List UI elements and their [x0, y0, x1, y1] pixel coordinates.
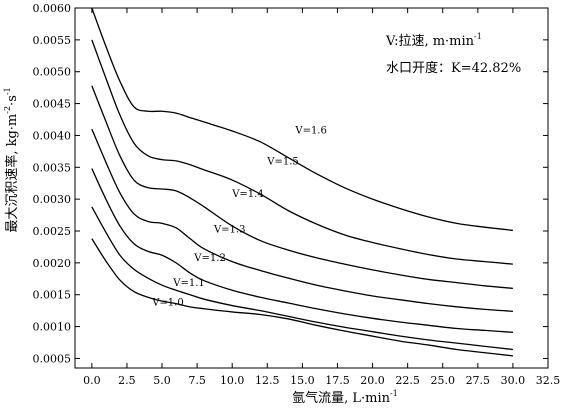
x-tick-label: 15.0	[290, 374, 315, 387]
x-tick-label: 7.5	[188, 374, 206, 387]
x-tick-label: 10.0	[220, 374, 245, 387]
series-labels: V=1.6 V=1.5 V=1.4 V=1.3 V=1.2 V=1.1 V=1.0	[151, 126, 327, 309]
x-tick-label: 32.5	[536, 374, 561, 387]
x-tick-label: 25.0	[430, 374, 455, 387]
ticks	[75, 7, 549, 368]
series-label-v15: V=1.5	[266, 157, 299, 168]
series-label-v14: V=1.4	[231, 189, 264, 200]
x-tick-label: 0.0	[83, 374, 101, 387]
y-tick-label: 0.0020	[33, 257, 72, 270]
series-label-v11: V=1.1	[172, 278, 205, 289]
series-line-v11	[91, 206, 513, 351]
series-label-v12: V=1.2	[193, 253, 226, 264]
series-line-v10	[91, 238, 513, 357]
series-label-v16: V=1.6	[294, 126, 327, 137]
y-tick-label: 0.0010	[33, 321, 72, 334]
series-line-v15	[91, 39, 513, 265]
x-tick-label: 12.5	[255, 374, 280, 387]
series-label-v13: V=1.3	[213, 224, 246, 235]
plot-frame	[74, 7, 549, 369]
x-tick-label: 22.5	[395, 374, 420, 387]
series-label-v10: V=1.0	[151, 298, 184, 309]
x-axis-label: 氩气流量, L·min-1	[292, 389, 398, 406]
y-tick-label: 0.0050	[33, 66, 72, 79]
x-tick-label: 20.0	[360, 374, 385, 387]
x-tick-label: 27.5	[466, 374, 491, 387]
y-tick-label: 0.0015	[33, 289, 72, 302]
y-tick-label: 0.0035	[33, 161, 72, 174]
y-axis-label: 最大沉积速率, kg·m-2·s-1	[3, 87, 20, 232]
y-tick-label: 0.0005	[33, 352, 72, 365]
x-tick-label: 2.5	[118, 374, 136, 387]
y-tick-label: 0.0045	[33, 98, 72, 111]
y-tick-label: 0.0025	[33, 225, 72, 238]
series-line-v14	[91, 85, 513, 289]
series-lines	[91, 7, 513, 357]
x-tick-label: 5.0	[153, 374, 171, 387]
series-line-v12	[91, 168, 513, 333]
annotation-nozzle-opening: 水口开度：K=42.82%	[386, 60, 521, 76]
tick-labels: 0.0 2.5 5.0 7.5 10.0 12.5 15.0 17.5 20.0 22.5 25.0…	[33, 2, 561, 387]
series-line-v16	[91, 7, 513, 232]
y-tick-label: 0.0030	[33, 193, 72, 206]
annotation-speed: V:拉速, m·min-1	[385, 32, 482, 49]
y-tick-label: 0.0055	[33, 34, 72, 47]
series-line-v13	[91, 128, 513, 312]
x-tick-label: 30.0	[501, 374, 526, 387]
y-tick-label: 0.0040	[33, 129, 72, 142]
y-tick-label: 0.0060	[33, 2, 72, 15]
x-tick-label: 17.5	[325, 374, 350, 387]
